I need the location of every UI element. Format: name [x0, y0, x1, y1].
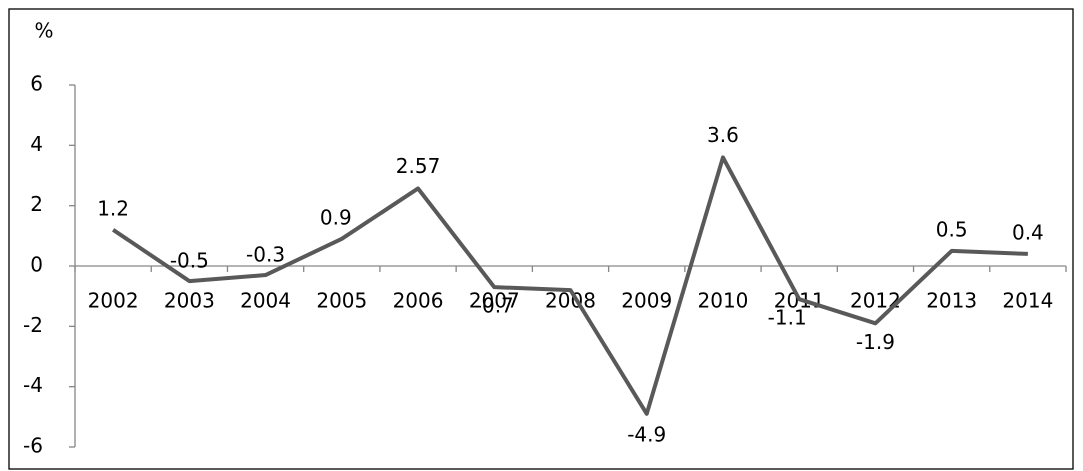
x-tick-label: 2004 [240, 289, 291, 313]
y-axis-label: % [34, 19, 53, 43]
x-tick-label: 2002 [88, 289, 139, 313]
x-tick-label: 2007 [469, 289, 520, 313]
data-label: 3.6 [707, 123, 739, 147]
data-label: 0.5 [936, 217, 968, 241]
y-tick-label: 6 [30, 72, 43, 96]
x-tick-label: 2013 [926, 289, 977, 313]
data-label: 2.57 [396, 154, 441, 178]
data-label: -0.3 [246, 243, 285, 267]
y-tick-label: -2 [23, 313, 43, 337]
data-label: -1.9 [856, 330, 895, 354]
x-tick-label: 2010 [698, 289, 749, 313]
data-label: -1.1 [768, 306, 807, 330]
y-tick-label: 0 [30, 253, 43, 277]
x-tick-label: 2014 [1002, 289, 1053, 313]
x-tick-label: 2009 [621, 289, 672, 313]
x-tick-label: 2006 [393, 289, 444, 313]
x-tick-label: 2005 [316, 289, 367, 313]
data-label: 0.4 [1012, 220, 1044, 244]
y-tick-label: 2 [30, 192, 43, 216]
data-label: 0.9 [320, 205, 352, 229]
chart-border [8, 8, 1074, 470]
data-label: 1.2 [97, 196, 129, 220]
data-line [111, 155, 1028, 416]
y-tick-label: -6 [23, 434, 43, 458]
data-label: -4.9 [627, 422, 666, 446]
x-tick-label: 2003 [164, 289, 215, 313]
data-label: -0.5 [170, 249, 209, 273]
y-tick-label: -4 [23, 373, 43, 397]
data-label: -0.7 [475, 294, 514, 318]
y-tick-label: 4 [30, 132, 43, 156]
